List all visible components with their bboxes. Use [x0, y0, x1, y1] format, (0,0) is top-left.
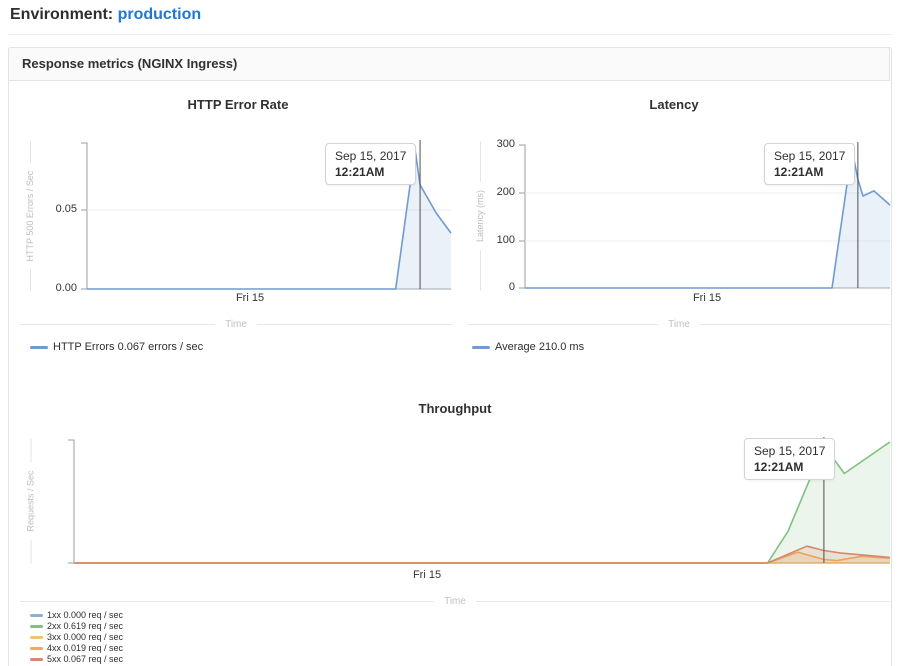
legend-label: 3xx 0.000 req / sec: [47, 632, 124, 642]
y-tick-label: 300: [496, 138, 515, 150]
error-rate-y-axis-label: HTTP 500 Errors / Sec: [23, 141, 37, 291]
header-divider: [8, 34, 892, 35]
y-axis-label-text: Requests / Sec: [25, 470, 36, 532]
tooltip-time: 12:21AM: [774, 165, 824, 179]
axis-label-line: [30, 438, 31, 463]
x-axis-label-text: Time: [225, 318, 247, 330]
legend-label: Average 210.0 ms: [495, 341, 585, 353]
axis-label-line: [29, 141, 31, 163]
latency-tooltip: Sep 15, 2017 12:21AM: [764, 143, 856, 185]
x-tick-label: Fri 15: [235, 292, 265, 304]
axis-label-line: [699, 323, 891, 325]
axis-label-line: [256, 323, 453, 325]
legend-item: 3xx 0.000 req / sec: [30, 632, 123, 642]
legend-label: HTTP Errors 0.067 errors / sec: [53, 341, 204, 353]
y-axis-label-text: HTTP 500 Errors / Sec: [25, 170, 35, 262]
legend-item: Average 210.0 ms: [472, 341, 584, 353]
page-title: Environment: production: [10, 6, 201, 24]
y-tick-label: 0.05: [55, 203, 77, 215]
axis-label-line: [475, 600, 891, 602]
latency-y-axis-label: Latency (ms): [473, 140, 487, 291]
tooltip-time: 12:21AM: [754, 460, 804, 474]
x-tick-label: Fri 15: [412, 569, 442, 581]
legend-swatch: [30, 646, 43, 650]
legend-label: 2xx 0.619 req / sec: [47, 621, 124, 631]
legend-swatch: [30, 345, 48, 349]
legend-item: 4xx 0.019 req / sec: [30, 643, 123, 653]
latency-title: Latency: [649, 97, 699, 112]
x-tick-label: Fri 15: [692, 292, 722, 304]
throughput-x-axis-label: Time: [20, 595, 891, 607]
legend-item: HTTP Errors 0.067 errors / sec: [30, 341, 203, 353]
y-tick-label: 200: [496, 186, 515, 198]
axis-label-line: [30, 539, 31, 564]
environment-link[interactable]: production: [117, 6, 202, 23]
axis-label-line: [29, 269, 31, 291]
legend-item: 2xx 0.619 req / sec: [30, 621, 123, 631]
legend-swatch: [30, 624, 43, 628]
latency-x-axis-label: Time: [468, 318, 891, 330]
axis-label-line: [20, 600, 435, 602]
legend-label: 4xx 0.019 req / sec: [47, 643, 124, 653]
legend-swatch: [30, 657, 43, 661]
legend-item: 1xx 0.000 req / sec: [30, 610, 123, 620]
error-rate-x-axis-label: Time: [20, 318, 453, 330]
axis-label-line: [20, 323, 216, 325]
tooltip-date: Sep 15, 2017: [335, 149, 407, 163]
environment-label: Environment:: [10, 6, 114, 23]
x-axis-label-text: Time: [668, 318, 690, 330]
y-tick-label: 0: [508, 281, 515, 293]
error-rate-title: HTTP Error Rate: [187, 97, 289, 112]
throughput-tooltip: Sep 15, 2017 12:21AM: [744, 438, 836, 480]
x-axis-label-text: Time: [444, 595, 466, 607]
legend-swatch: [472, 345, 490, 349]
panel-title: Response metrics (NGINX Ingress): [8, 47, 890, 81]
axis-label-line: [468, 323, 659, 325]
legend-label: 1xx 0.000 req / sec: [47, 610, 124, 620]
throughput-y-axis-label: Requests / Sec: [24, 438, 38, 564]
tooltip-date: Sep 15, 2017: [754, 444, 826, 458]
legend-swatch: [30, 613, 43, 617]
y-tick-label: 100: [496, 234, 515, 246]
legend-label: 5xx 0.067 req / sec: [47, 654, 124, 664]
y-tick-label: 0.00: [55, 282, 77, 294]
legend-item: 5xx 0.067 req / sec: [30, 654, 123, 664]
tooltip-date: Sep 15, 2017: [774, 149, 846, 163]
legend-swatch: [30, 635, 43, 639]
throughput-title: Throughput: [418, 401, 492, 416]
error-rate-tooltip: Sep 15, 2017 12:21AM: [325, 143, 417, 185]
tooltip-time: 12:21AM: [335, 165, 385, 179]
